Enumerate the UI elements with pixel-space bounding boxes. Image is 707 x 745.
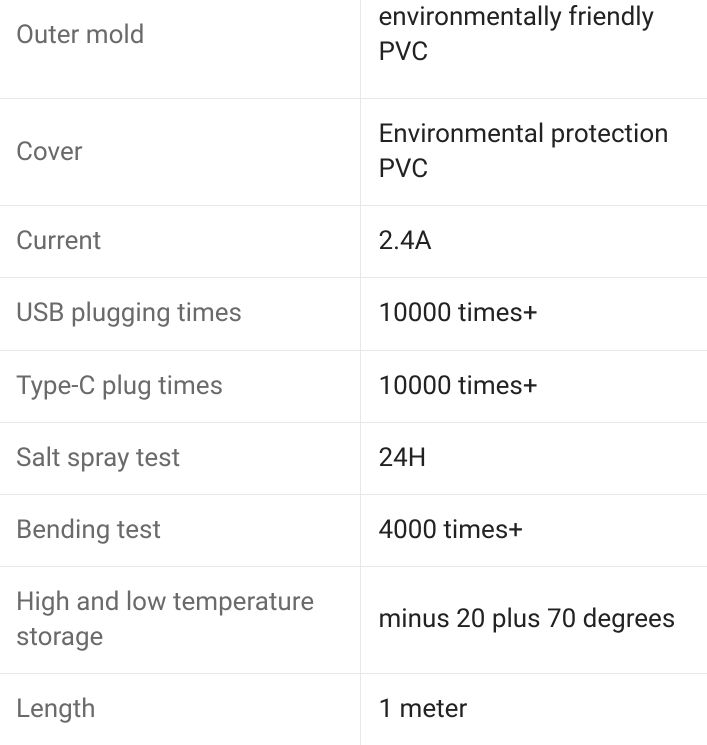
table-row: Bending test 4000 times+ — [0, 494, 707, 566]
spec-value: 1 meter — [360, 674, 707, 745]
table-row: Cover Environmental protection PVC — [0, 99, 707, 206]
table-row: Salt spray test 24H — [0, 422, 707, 494]
spec-value: 10000 times+ — [360, 278, 707, 350]
table-row: Outer mold environmentally friendly PVC — [0, 0, 707, 99]
spec-label: Bending test — [0, 494, 360, 566]
spec-value: 10000 times+ — [360, 350, 707, 422]
spec-value: minus 20 plus 70 degrees — [360, 566, 707, 673]
table-row: Length 1 meter — [0, 674, 707, 745]
spec-value: 4000 times+ — [360, 494, 707, 566]
spec-label: Outer mold — [0, 0, 360, 99]
spec-value: Environmental protection PVC — [360, 99, 707, 206]
spec-value: 24H — [360, 422, 707, 494]
spec-label: USB plugging times — [0, 278, 360, 350]
table-row: High and low temperature storage minus 2… — [0, 566, 707, 673]
spec-value: 2.4A — [360, 206, 707, 278]
table-row: Type-C plug times 10000 times+ — [0, 350, 707, 422]
spec-label: Type-C plug times — [0, 350, 360, 422]
spec-label: Salt spray test — [0, 422, 360, 494]
spec-value: environmentally friendly PVC — [360, 0, 707, 99]
spec-label: Length — [0, 674, 360, 745]
table-row: USB plugging times 10000 times+ — [0, 278, 707, 350]
spec-label: Current — [0, 206, 360, 278]
spec-label: High and low temperature storage — [0, 566, 360, 673]
table-row: Current 2.4A — [0, 206, 707, 278]
spec-label: Cover — [0, 99, 360, 206]
specification-table: Outer mold environmentally friendly PVC … — [0, 0, 707, 745]
